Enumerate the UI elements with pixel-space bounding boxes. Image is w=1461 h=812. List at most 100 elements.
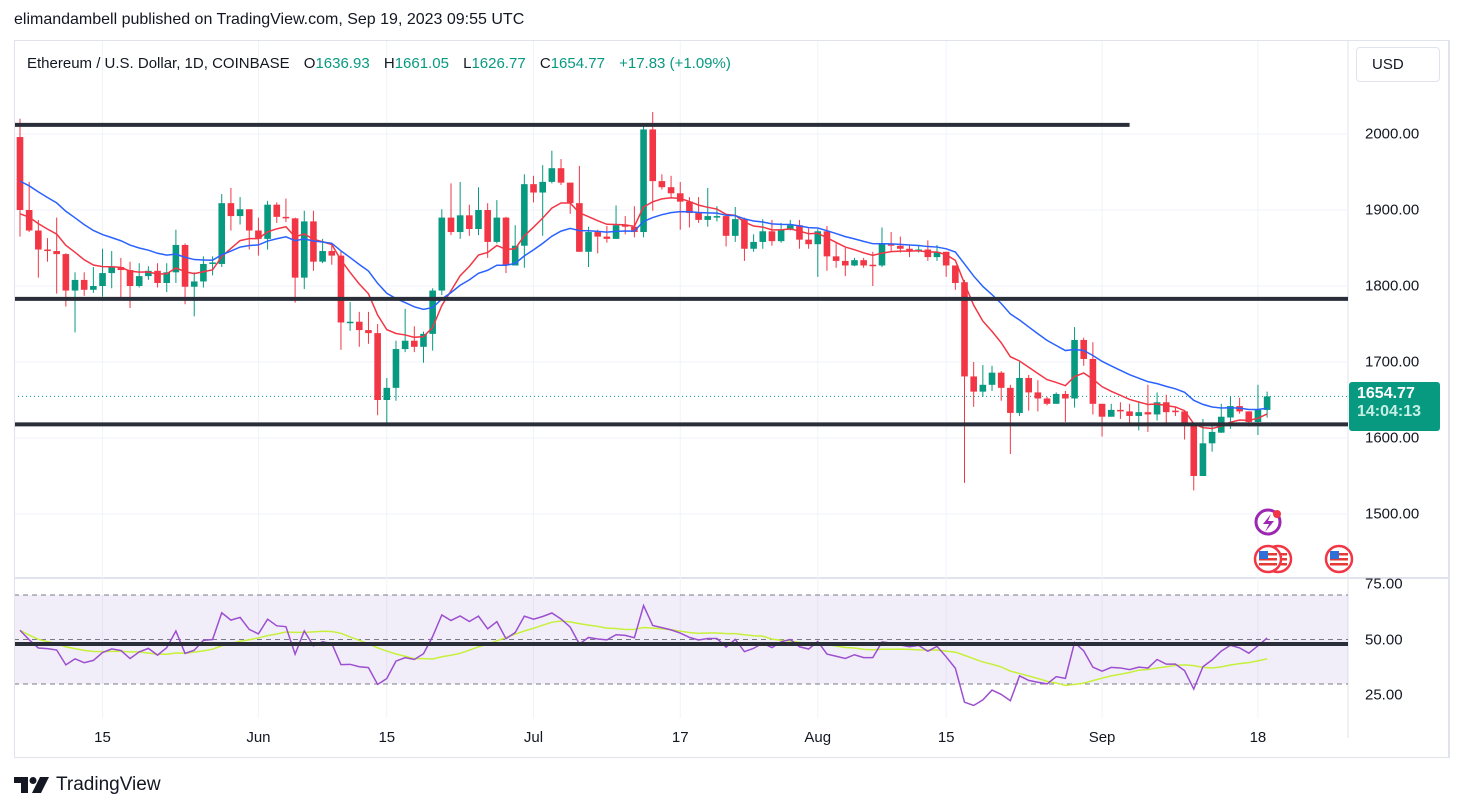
candle	[1172, 406, 1179, 416]
time-tick-label: Jun	[246, 729, 271, 746]
candle-body	[1162, 402, 1170, 413]
candle-body	[631, 226, 638, 233]
candle	[530, 175, 537, 203]
symbol-title[interactable]: Ethereum / U.S. Dollar, 1D, COINBASE	[27, 55, 290, 72]
candle	[411, 326, 418, 353]
candle	[557, 159, 565, 185]
candle-body	[1080, 339, 1088, 359]
candle-body	[475, 210, 482, 229]
close-value: 1654.77	[550, 55, 605, 72]
candle-body	[1117, 409, 1124, 412]
time-tick-label: Aug	[804, 729, 832, 746]
price-tick-label: 1500.00	[1365, 505, 1420, 523]
candle-body	[640, 129, 647, 233]
candle	[1007, 384, 1014, 454]
change-value: +17.83 (+1.09%)	[619, 55, 731, 72]
candle-body	[447, 217, 455, 233]
candle	[649, 111, 657, 211]
candle	[1025, 374, 1032, 411]
candle-body	[548, 168, 556, 182]
candle-body	[878, 244, 886, 266]
candle-body	[1098, 403, 1106, 417]
last-price-label: 1654.77 14:04:13	[1349, 382, 1440, 431]
candle	[291, 217, 299, 303]
candle-body	[1208, 431, 1216, 444]
candle	[466, 204, 473, 236]
candle	[741, 217, 748, 261]
candle	[236, 197, 244, 225]
candle-body	[851, 260, 858, 266]
candle	[997, 371, 1005, 401]
candle-body	[557, 168, 565, 183]
candle	[585, 226, 592, 267]
candle	[1107, 403, 1115, 417]
candle	[99, 248, 106, 297]
candle	[539, 165, 546, 236]
candle-body	[25, 210, 33, 231]
candle-body	[44, 249, 51, 252]
candle	[163, 263, 171, 293]
candle-body	[731, 219, 739, 236]
us-flag-event-icon	[1253, 544, 1283, 574]
flag-stripe	[1330, 558, 1348, 561]
candle	[566, 182, 574, 214]
candle-body	[988, 372, 996, 385]
candle	[1034, 380, 1042, 412]
flag-stripe	[1259, 563, 1277, 566]
candle-body	[539, 181, 546, 193]
candle-body	[1181, 411, 1188, 426]
candle	[154, 263, 161, 288]
candle	[456, 181, 464, 239]
candle	[1062, 390, 1069, 423]
candle	[676, 181, 684, 230]
candle-body	[429, 290, 436, 334]
candle	[869, 251, 877, 286]
candle-body	[190, 281, 198, 287]
candle	[805, 228, 812, 249]
candle-body	[1172, 410, 1179, 413]
candle-body	[1062, 393, 1069, 399]
currency-button[interactable]: USD	[1356, 47, 1440, 82]
candle	[365, 311, 372, 344]
candle	[135, 263, 143, 288]
moving-average-line-fast	[19, 197, 1268, 430]
candle-body	[1071, 339, 1078, 399]
candle-body	[1025, 377, 1032, 393]
flag-stripe	[1330, 563, 1348, 566]
flag-stripe	[1259, 558, 1277, 561]
candle-body	[713, 216, 721, 218]
candle	[832, 241, 840, 268]
close-label: C	[539, 55, 551, 72]
candle-body	[374, 333, 381, 400]
price-tick-label: 2000.00	[1365, 125, 1420, 143]
candle-body	[71, 279, 79, 291]
candle-body	[282, 216, 290, 219]
candle	[722, 216, 730, 247]
candle	[71, 272, 79, 333]
candle-body	[722, 216, 730, 236]
low-label: L	[463, 55, 472, 72]
candle-body	[621, 225, 629, 227]
candle	[924, 240, 932, 261]
candle-body	[1043, 398, 1051, 404]
tradingview-logo[interactable]: TradingView	[14, 774, 161, 796]
candle-body	[814, 231, 822, 245]
candle-body	[273, 204, 281, 217]
candle	[502, 216, 510, 274]
candle-body	[337, 255, 345, 323]
tradingview-logo-icon	[14, 777, 49, 793]
candle-body	[181, 244, 189, 287]
candle-body	[209, 262, 216, 264]
candle-body	[291, 218, 299, 278]
candle-body	[420, 333, 427, 347]
candle	[1016, 362, 1023, 416]
candle-body	[676, 193, 684, 202]
candle	[970, 362, 977, 407]
candle	[300, 210, 308, 290]
rsi-tick-label: 75.00	[1365, 575, 1403, 593]
time-tick-label: Sep	[1088, 729, 1116, 746]
candle	[392, 340, 400, 401]
candle	[25, 181, 33, 233]
candle-body	[172, 244, 180, 273]
